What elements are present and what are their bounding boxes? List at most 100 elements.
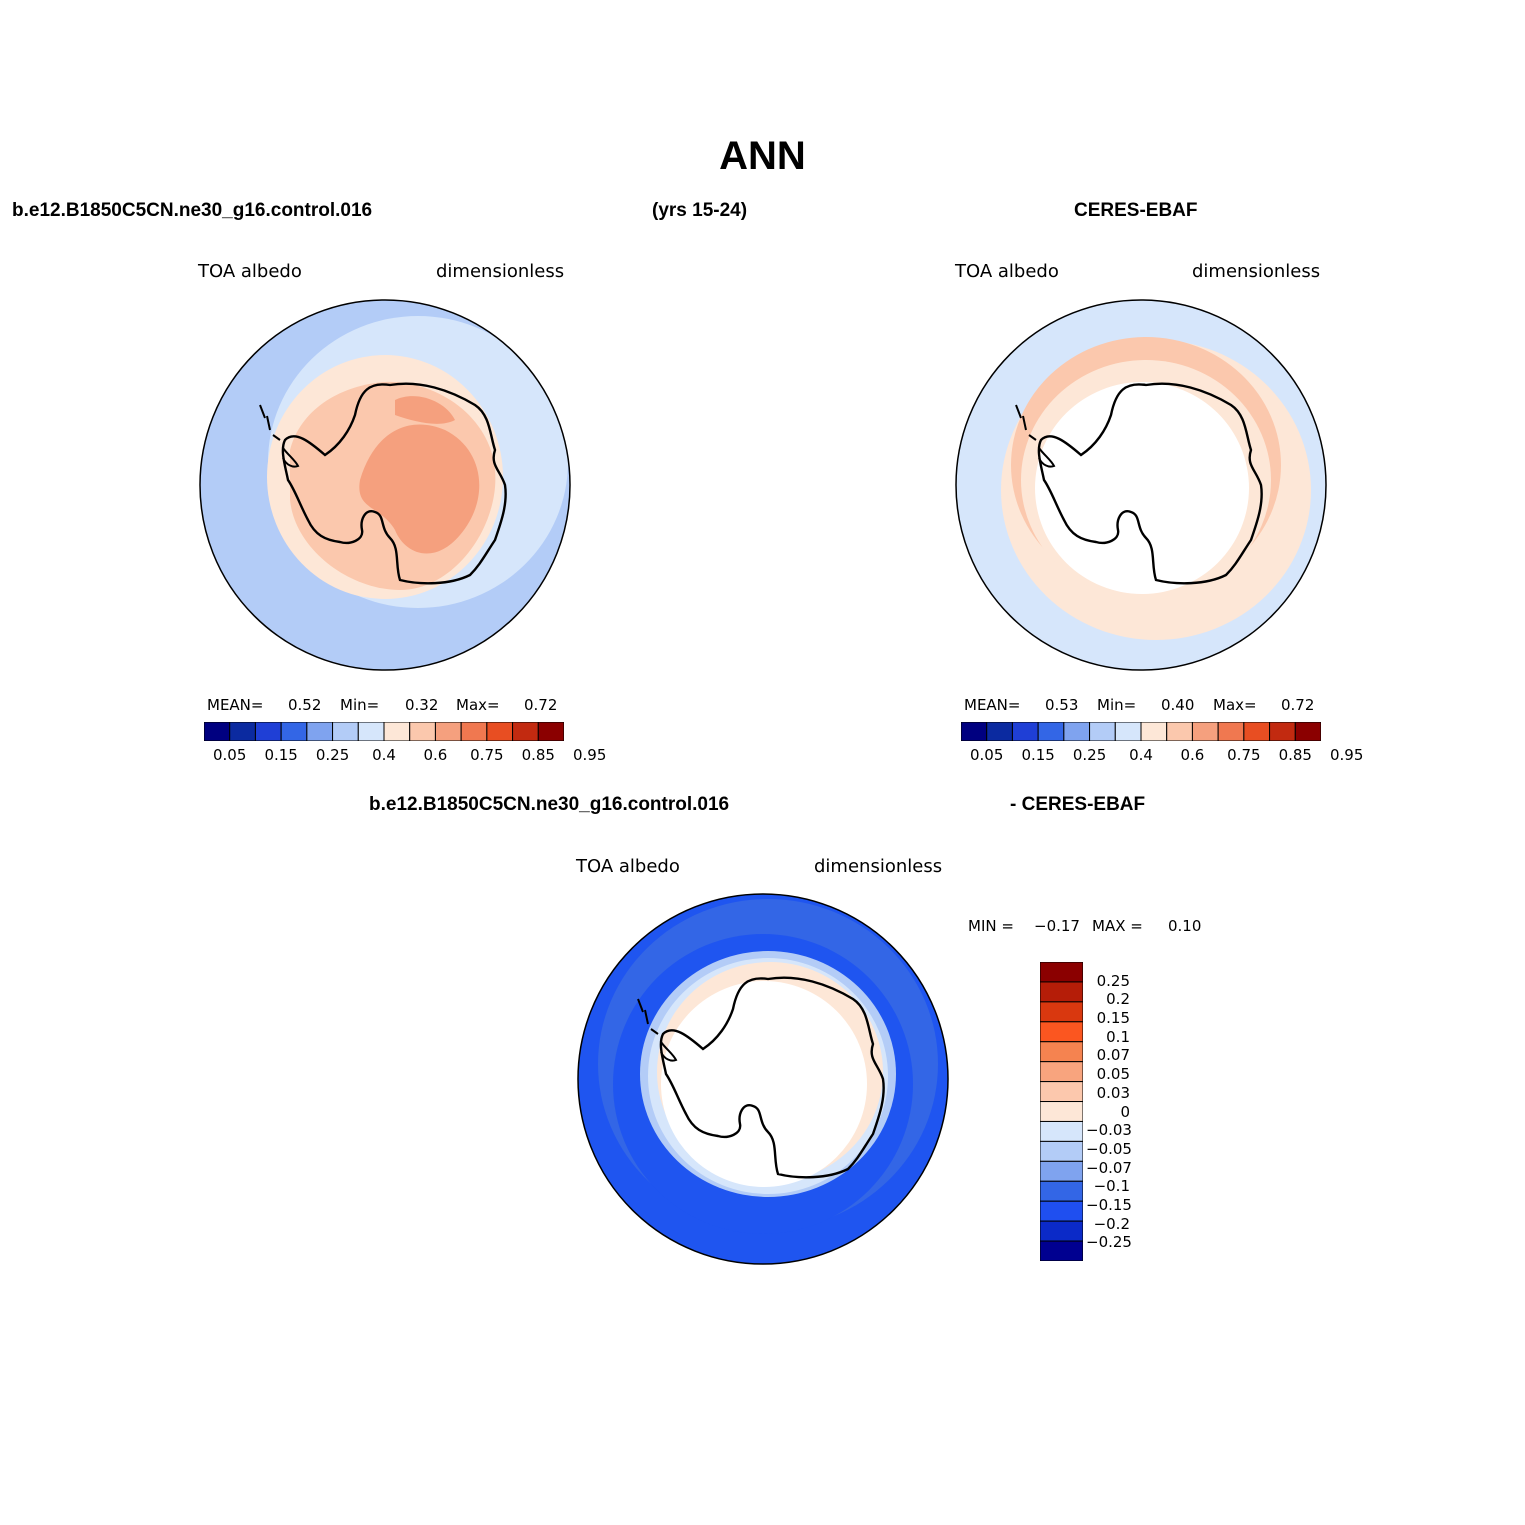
diff-colorbar-swatch xyxy=(1039,1041,1084,1063)
model-colorbar xyxy=(203,721,565,742)
diff-colorbar-tick-label: 0.03 xyxy=(1096,1083,1130,1102)
obs-mean-label: MEAN= xyxy=(964,696,1021,714)
obs-colorbar-tick-label: 0.4 xyxy=(1129,746,1153,764)
diff-colorbar-swatch xyxy=(1039,1081,1084,1103)
model-colorbar-swatch xyxy=(537,721,565,742)
model-max-value: 0.72 xyxy=(524,696,558,714)
diff-variable-label: TOA albedo xyxy=(576,856,680,877)
obs-name-header: CERES-EBAF xyxy=(1074,200,1198,221)
diff-colorbar-swatch xyxy=(1039,1101,1084,1122)
diff-colorbar-swatch xyxy=(1039,1220,1084,1242)
obs-colorbar-tick-label: 0.6 xyxy=(1180,746,1205,764)
diff-colorbar-tick-label: 0.07 xyxy=(1096,1046,1130,1065)
model-colorbar-swatch xyxy=(409,721,436,742)
diff-obs-name-header: - CERES-EBAF xyxy=(1010,794,1146,815)
model-mean-label: MEAN= xyxy=(207,696,264,714)
model-max-label: Max= xyxy=(456,696,500,714)
model-colorbar-tick-label: 0.05 xyxy=(213,746,247,764)
obs-colorbar-labels: 0.05 0.15 0.25 0.4 0.6 0.75 0.85 0.95 xyxy=(961,746,1363,766)
diff-colorbar-labels: 0.25 0.2 0.15 0.1 0.07 0.05 0.03 0 −0.03 −0.05 −0.… xyxy=(1086,962,1166,1261)
obs-colorbar-swatch xyxy=(1269,721,1296,742)
obs-colorbar-swatch xyxy=(1089,721,1116,742)
diff-colorbar-swatch xyxy=(1039,1160,1084,1182)
model-units-label: dimensionless xyxy=(436,261,565,282)
diff-colorbar-swatch xyxy=(1039,1180,1084,1202)
diff-colorbar-tick-label: 0.25 xyxy=(1096,971,1130,990)
obs-polar-map xyxy=(955,299,1327,671)
obs-max-label: Max= xyxy=(1213,696,1257,714)
diff-polar-map xyxy=(577,893,949,1265)
model-colorbar-tick-label: 0.6 xyxy=(423,746,448,764)
obs-colorbar-tick-label: 0.85 xyxy=(1278,746,1312,764)
model-colorbar-swatch xyxy=(280,721,308,742)
obs-units-label: dimensionless xyxy=(1192,261,1321,282)
diff-colorbar-tick-label: −0.03 xyxy=(1086,1121,1132,1140)
diff-colorbar-tick-label: 0.05 xyxy=(1096,1065,1130,1084)
diff-colorbar-tick-label: 0.1 xyxy=(1106,1027,1130,1046)
diff-colorbar-swatch xyxy=(1039,981,1084,1003)
diff-colorbar-swatch xyxy=(1039,961,1084,983)
obs-colorbar xyxy=(960,721,1322,742)
model-colorbar-swatch xyxy=(254,721,282,742)
figure-title: ANN xyxy=(719,134,806,178)
diff-colorbar-swatch xyxy=(1039,1240,1084,1262)
obs-colorbar-swatch xyxy=(1191,721,1219,742)
obs-max-value: 0.72 xyxy=(1281,696,1315,714)
model-mean-value: 0.52 xyxy=(288,696,322,714)
obs-colorbar-swatch xyxy=(1114,721,1142,742)
model-colorbar-swatch xyxy=(306,721,334,742)
diff-colorbar-tick-label: −0.25 xyxy=(1086,1233,1132,1252)
diff-max-value: 0.10 xyxy=(1168,917,1202,935)
diff-colorbar-swatch xyxy=(1039,1021,1084,1043)
model-min-value: 0.32 xyxy=(405,696,439,714)
diff-case-name-header: b.e12.B1850C5CN.ne30_g16.control.016 xyxy=(369,794,730,815)
obs-colorbar-swatch xyxy=(1294,721,1322,742)
diff-colorbar-swatch xyxy=(1039,1200,1084,1222)
diff-units-label: dimensionless xyxy=(814,856,943,877)
obs-colorbar-swatch xyxy=(1243,721,1271,742)
obs-colorbar-tick-label: 0.25 xyxy=(1072,746,1107,764)
diff-colorbar-tick-label: −0.1 xyxy=(1093,1177,1130,1196)
model-colorbar-swatch xyxy=(383,721,411,742)
obs-variable-label: TOA albedo xyxy=(955,261,1059,282)
model-colorbar-swatch xyxy=(229,721,256,742)
model-min-label: Min= xyxy=(340,696,380,714)
model-colorbar-swatch xyxy=(203,721,231,742)
model-colorbar-swatch xyxy=(332,721,359,742)
diff-colorbar-tick-label: 0.2 xyxy=(1106,990,1130,1009)
diff-max-label: MAX = xyxy=(1092,917,1143,935)
obs-min-value: 0.40 xyxy=(1161,696,1195,714)
model-colorbar-swatch xyxy=(512,721,539,742)
model-colorbar-tick-label: 0.15 xyxy=(264,746,298,764)
obs-colorbar-tick-label: 0.15 xyxy=(1021,746,1055,764)
obs-colorbar-swatch xyxy=(986,721,1013,742)
diff-colorbar-swatch xyxy=(1039,1001,1084,1023)
obs-colorbar-swatch xyxy=(1140,721,1168,742)
model-colorbar-tick-label: 0.85 xyxy=(521,746,555,764)
diff-colorbar-swatch xyxy=(1039,1120,1084,1142)
model-polar-map xyxy=(199,299,571,671)
diff-colorbar-tick-label: −0.15 xyxy=(1086,1195,1132,1214)
years-header: (yrs 15-24) xyxy=(652,200,748,221)
model-colorbar-swatch xyxy=(434,721,462,742)
diff-min-label: MIN = xyxy=(968,917,1014,935)
model-colorbar-tick-label: 0.75 xyxy=(470,746,504,764)
obs-colorbar-tick-label: 0.95 xyxy=(1330,746,1364,764)
case-name-header: b.e12.B1850C5CN.ne30_g16.control.016 xyxy=(12,200,373,221)
model-colorbar-tick-label: 0.95 xyxy=(573,746,607,764)
model-colorbar-labels: 0.05 0.15 0.25 0.4 0.6 0.75 0.85 0.95 xyxy=(204,746,606,766)
diff-colorbar-tick-label: −0.2 xyxy=(1093,1214,1130,1233)
diff-colorbar-tick-label: −0.05 xyxy=(1086,1139,1132,1158)
diff-colorbar xyxy=(1039,961,1084,1262)
obs-colorbar-swatch xyxy=(1011,721,1039,742)
model-colorbar-tick-label: 0.25 xyxy=(315,746,350,764)
obs-colorbar-swatch xyxy=(1217,721,1245,742)
diff-colorbar-tick-label: −0.07 xyxy=(1086,1158,1132,1177)
obs-mean-value: 0.53 xyxy=(1045,696,1079,714)
obs-colorbar-swatch xyxy=(960,721,988,742)
obs-colorbar-tick-label: 0.75 xyxy=(1227,746,1261,764)
model-variable-label: TOA albedo xyxy=(198,261,302,282)
obs-colorbar-tick-label: 0.05 xyxy=(970,746,1004,764)
obs-min-label: Min= xyxy=(1097,696,1137,714)
diff-colorbar-swatch xyxy=(1039,1061,1084,1083)
